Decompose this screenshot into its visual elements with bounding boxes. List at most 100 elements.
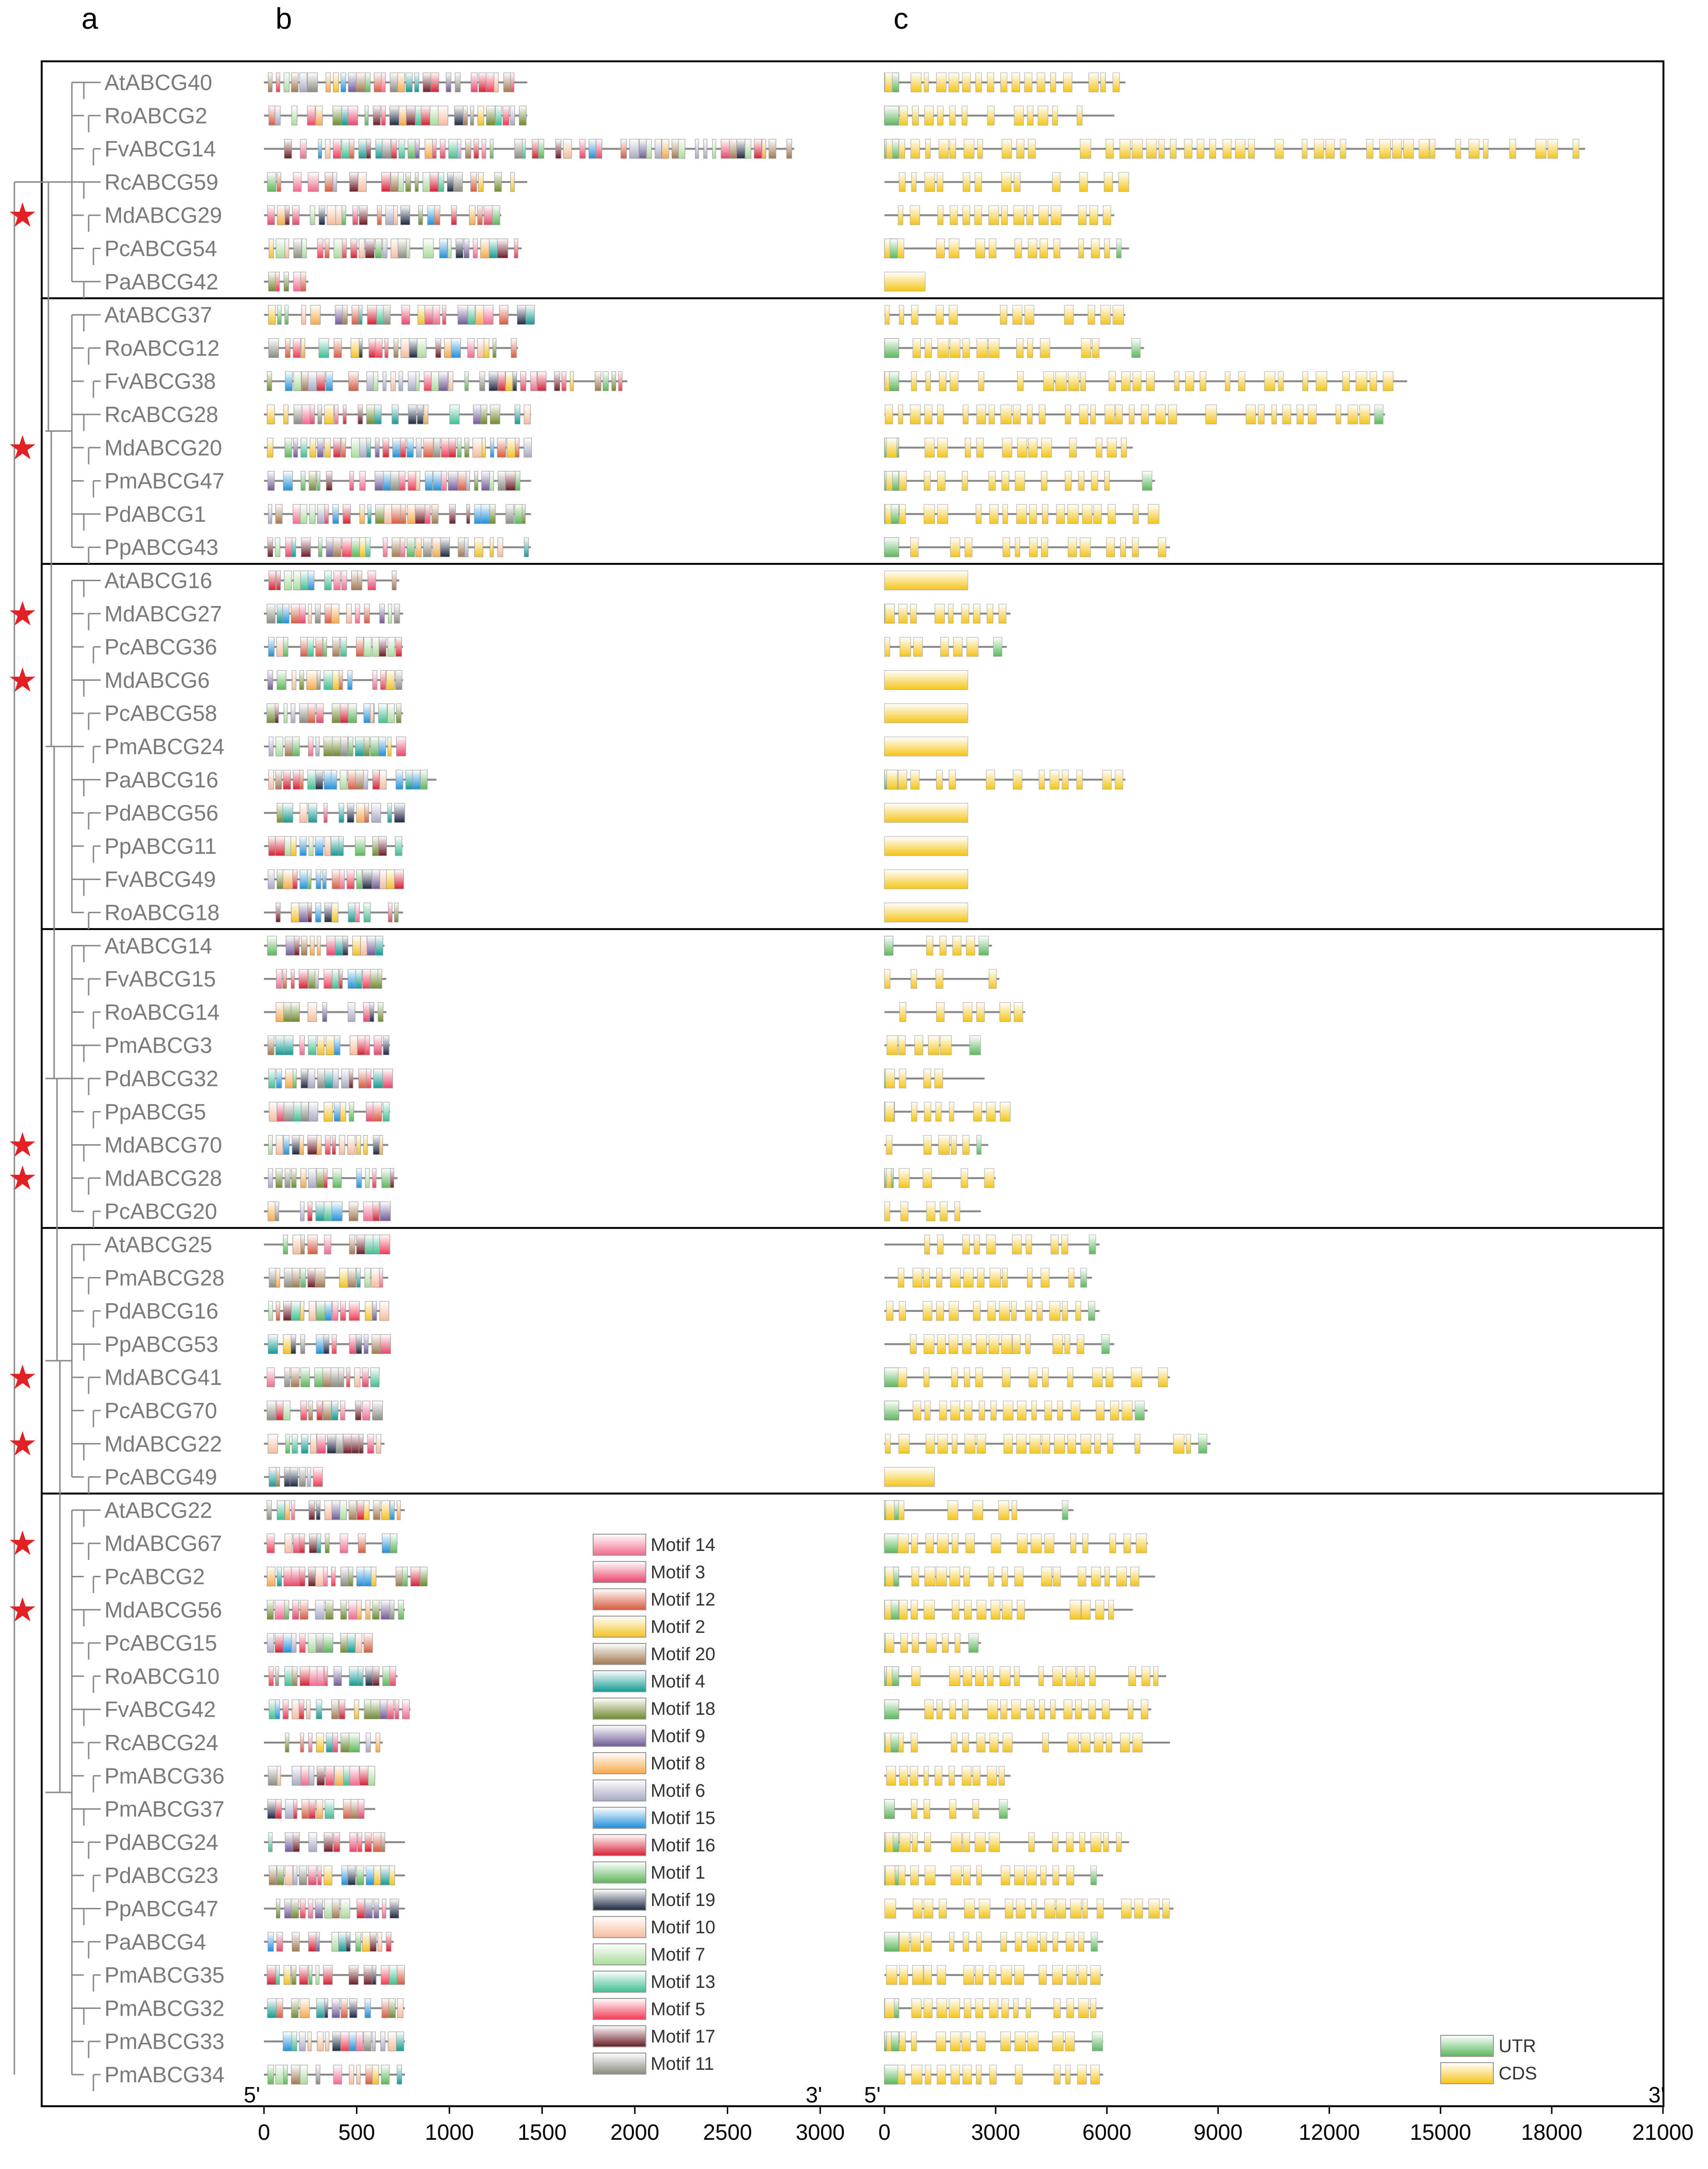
motif-box <box>299 1965 309 1985</box>
motif-box <box>293 172 302 192</box>
motif-box <box>332 1068 339 1089</box>
motif-box <box>322 1633 333 1653</box>
motif-box <box>275 239 286 258</box>
cds-block <box>1052 1865 1059 1885</box>
cds-block <box>1248 139 1255 159</box>
cds-block <box>991 1533 1001 1553</box>
motif-box <box>300 139 307 159</box>
motif-legend-swatch <box>593 1670 646 1692</box>
motif-box <box>325 1533 330 1553</box>
cds-block <box>988 1567 994 1586</box>
motif-box <box>348 1965 359 1985</box>
gene-label: AtABCG37 <box>104 302 212 327</box>
motif-box <box>319 338 329 358</box>
cds-block <box>1031 1400 1037 1421</box>
cds-block <box>898 1035 906 1056</box>
motif-box <box>309 504 316 524</box>
cds-block <box>910 1865 919 1885</box>
motif-box <box>365 1168 370 1188</box>
cds-block <box>1077 1334 1084 1354</box>
cds-block <box>948 72 959 92</box>
motif-box <box>324 239 330 258</box>
motif-box <box>315 2065 321 2085</box>
cds-block <box>1031 1533 1042 1553</box>
motif-box <box>397 1500 401 1520</box>
star-icon: ★ <box>8 1159 38 1197</box>
motif-box <box>285 338 291 358</box>
motif-box <box>301 1102 309 1122</box>
motif-box <box>267 1600 274 1620</box>
motif-box <box>490 404 500 425</box>
motif-box <box>308 1002 317 1022</box>
motif-box <box>355 1932 361 1952</box>
cds-block <box>1015 1932 1022 1952</box>
cds-block <box>911 371 917 391</box>
cds-block <box>898 1434 910 1454</box>
cds-block <box>976 1334 987 1354</box>
motif-box <box>423 239 434 258</box>
cds-block <box>885 1733 891 1753</box>
motif-box <box>307 1235 318 1254</box>
motif-box <box>299 72 308 92</box>
utr-block <box>1090 1865 1097 1885</box>
motif-box <box>322 869 327 889</box>
cds-block <box>1366 139 1374 159</box>
cds-block <box>999 1666 1011 1686</box>
cds-block <box>1222 139 1232 159</box>
cds-block <box>949 1666 961 1686</box>
motif-box <box>381 172 391 192</box>
cds-block <box>976 1434 986 1454</box>
gene-label: PcABCG2 <box>104 1564 205 1589</box>
motif-box <box>338 836 344 856</box>
motif-box <box>340 637 347 657</box>
motif-box <box>382 371 387 391</box>
motif-box <box>308 1965 313 1985</box>
cds-block <box>1052 1965 1063 1985</box>
motif-box <box>470 172 477 192</box>
motif-box <box>283 1965 291 1985</box>
motif-box <box>387 703 395 723</box>
cds-block <box>1403 139 1414 159</box>
motif-box <box>365 1600 371 1620</box>
motif-box <box>347 803 355 823</box>
structure-legend-label: CDS <box>1499 2064 1537 2084</box>
motif-box <box>275 1666 279 1686</box>
motif-box <box>323 1865 332 1885</box>
motif-box <box>325 371 333 391</box>
motif-box <box>554 371 561 391</box>
motif-box <box>326 471 332 491</box>
motif-box <box>514 504 523 524</box>
motif-box <box>414 172 419 192</box>
motif-box <box>514 239 518 258</box>
star-icon: ★ <box>8 1591 38 1629</box>
cds-block <box>1014 1965 1024 1985</box>
cds-block <box>1535 139 1547 159</box>
motif-box <box>291 1998 299 2018</box>
cds-block <box>934 1068 943 1089</box>
motif-box <box>538 139 544 159</box>
motif-box <box>754 139 762 159</box>
cds-block <box>1094 1434 1101 1454</box>
motif-box <box>424 504 431 524</box>
motif-box <box>322 1002 327 1022</box>
cds-block <box>1064 1334 1070 1354</box>
cds-block <box>1000 305 1008 325</box>
motif-box <box>373 371 378 391</box>
motif-box <box>283 1135 290 1155</box>
cds-block <box>1001 1567 1008 1586</box>
cds-block <box>1025 1334 1031 1354</box>
motif-box <box>325 1135 331 1155</box>
motif-box <box>394 869 404 889</box>
gene-label: AtABCG40 <box>104 70 212 95</box>
motif-box <box>356 803 366 823</box>
cds-block <box>950 537 961 557</box>
cds-block <box>1429 139 1435 159</box>
motif-box <box>596 139 602 159</box>
cds-block <box>988 205 999 225</box>
cds-block <box>885 504 892 524</box>
cds-block <box>988 1334 999 1354</box>
cds-block <box>949 1334 958 1354</box>
motif-box <box>308 1400 313 1421</box>
cds-block <box>924 1832 931 1852</box>
